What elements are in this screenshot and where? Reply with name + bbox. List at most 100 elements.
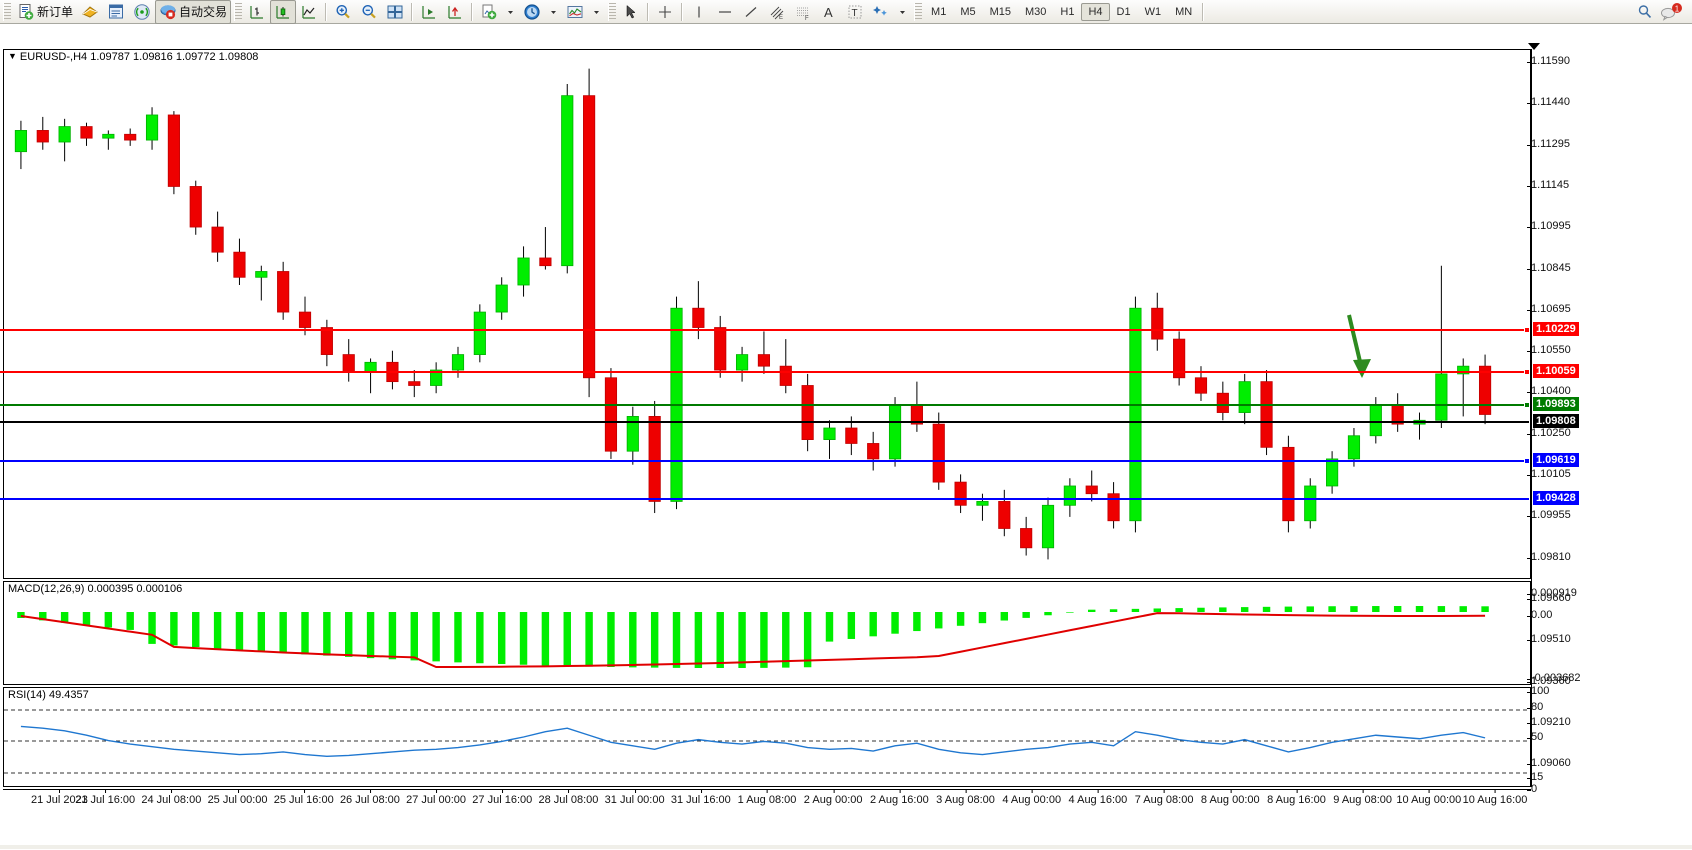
toolbar-separator-2	[411, 3, 413, 21]
shapes-button[interactable]	[868, 0, 894, 24]
price-tick: 1.09210	[1531, 716, 1571, 728]
chevron-down-icon	[506, 3, 515, 21]
entry-level-line[interactable]	[0, 404, 1529, 406]
macd-tick: 0.00	[1531, 609, 1552, 621]
timeframe-w1[interactable]: W1	[1138, 3, 1169, 21]
time-label: 2 Aug 00:00	[804, 794, 863, 806]
timeframe-m1[interactable]: M1	[924, 3, 953, 21]
entry-level-tag[interactable]: 1.09893	[1533, 397, 1579, 411]
notifications-icon[interactable]: 1	[1660, 3, 1684, 21]
chart-title: EURUSD-,H4 1.09787 1.09816 1.09772 1.098…	[20, 51, 259, 63]
crosshair-button[interactable]	[652, 0, 678, 24]
price-tick: 1.10105	[1531, 468, 1571, 480]
toolbar-grip-3[interactable]	[608, 3, 616, 21]
time-label: 9 Aug 08:00	[1333, 794, 1392, 806]
resistance-2-handle[interactable]	[1524, 327, 1530, 333]
price-tick: 1.10550	[1531, 344, 1571, 356]
trendline-button[interactable]	[738, 0, 764, 24]
rsi-tick: 80	[1531, 701, 1543, 713]
resistance-2-tag[interactable]: 1.10229	[1533, 322, 1579, 336]
equidistant-channel-button[interactable]: E	[764, 0, 790, 24]
auto-trading-button[interactable]: 自动交易	[155, 0, 231, 24]
rsi-pane[interactable]: RSI(14) 49.4357	[3, 687, 1531, 787]
timeframe-m15[interactable]: M15	[983, 3, 1018, 21]
period-dropdown[interactable]	[545, 0, 562, 24]
cursor-icon	[622, 3, 640, 21]
time-label: 26 Jul 08:00	[340, 794, 400, 806]
cursor-button[interactable]	[618, 0, 644, 24]
line-chart-button[interactable]	[296, 0, 322, 24]
resistance-1-tag[interactable]: 1.10059	[1533, 364, 1579, 378]
zoom-out-button[interactable]	[356, 0, 382, 24]
candlestick-chart-button[interactable]	[270, 0, 296, 24]
search-icon[interactable]	[1636, 3, 1654, 21]
support-2-tag[interactable]: 1.09428	[1533, 491, 1579, 505]
support-2-line[interactable]	[0, 498, 1529, 500]
line-chart-icon	[300, 3, 318, 21]
rsi-tick: 0	[1531, 783, 1537, 795]
toolbar-grip-4[interactable]	[914, 3, 922, 21]
support-1-line[interactable]	[0, 460, 1529, 462]
timeframe-m30[interactable]: M30	[1018, 3, 1053, 21]
indicators-icon	[566, 3, 584, 21]
zoom-out-icon	[360, 3, 378, 21]
current-price-line[interactable]	[0, 421, 1529, 423]
text-label-button[interactable]: T	[842, 0, 868, 24]
fibonacci-button[interactable]: F	[790, 0, 816, 24]
vertical-line-icon	[690, 3, 708, 21]
auto-scroll-button[interactable]	[442, 0, 468, 24]
resistance-1-line[interactable]	[0, 371, 1529, 373]
new-order-icon	[17, 3, 35, 21]
time-label: 8 Aug 00:00	[1201, 794, 1260, 806]
chevron-down-icon	[549, 3, 558, 21]
vertical-line-button[interactable]	[686, 0, 712, 24]
price-tick: 1.11440	[1531, 96, 1570, 108]
fibonacci-icon: F	[794, 3, 812, 21]
resistance-1-handle[interactable]	[1524, 369, 1530, 375]
chart-shift-button[interactable]	[416, 0, 442, 24]
support-1-tag[interactable]: 1.09619	[1533, 453, 1579, 467]
text-button[interactable]: A	[816, 0, 842, 24]
timeframe-h1[interactable]: H1	[1053, 3, 1081, 21]
indicators-dropdown[interactable]	[588, 0, 605, 24]
expert-advisor-button[interactable]	[77, 0, 103, 24]
chart-collapse-icon[interactable]: ▼	[8, 51, 17, 61]
resistance-2-line[interactable]	[0, 329, 1529, 331]
new-chart-dropdown[interactable]	[502, 0, 519, 24]
entry-level-handle[interactable]	[1524, 402, 1530, 408]
chart-area[interactable]: ▼EURUSD-,H4 1.09787 1.09816 1.09772 1.09…	[0, 24, 1692, 849]
zoom-in-icon	[334, 3, 352, 21]
price-tick: 1.11295	[1531, 138, 1570, 150]
macd-pane[interactable]: MACD(12,26,9) 0.000395 0.000106	[3, 581, 1531, 685]
timeframe-m5[interactable]: M5	[953, 3, 982, 21]
indicators-button[interactable]	[562, 0, 588, 24]
new-chart-button[interactable]	[476, 0, 502, 24]
time-label: 27 Jul 00:00	[406, 794, 466, 806]
current-price-tag[interactable]: 1.09808	[1533, 414, 1579, 428]
timeframe-h4[interactable]: H4	[1081, 3, 1109, 21]
toolbar-grip-2[interactable]	[234, 3, 242, 21]
chevron-down-icon	[592, 3, 601, 21]
new-order-button[interactable]: 新订单	[13, 0, 77, 24]
shapes-dropdown[interactable]	[894, 0, 911, 24]
support-1-handle[interactable]	[1524, 458, 1530, 464]
horizontal-line-button[interactable]	[712, 0, 738, 24]
timeframe-d1[interactable]: D1	[1110, 3, 1138, 21]
trendline-icon	[742, 3, 760, 21]
data-window-button[interactable]	[103, 0, 129, 24]
period-button[interactable]	[519, 0, 545, 24]
period-icon	[523, 3, 541, 21]
timeframe-mn[interactable]: MN	[1168, 3, 1199, 21]
bar-chart-button[interactable]	[244, 0, 270, 24]
signals-button[interactable]	[129, 0, 155, 24]
price-tick: 1.10995	[1531, 220, 1571, 232]
toolbar-grip[interactable]	[3, 3, 11, 21]
rsi-tick: 15	[1531, 771, 1543, 783]
svg-text:T: T	[852, 8, 858, 19]
zoom-in-button[interactable]	[330, 0, 356, 24]
rsi-tick: 100	[1531, 685, 1549, 697]
auto-scroll-icon	[446, 3, 464, 21]
tile-windows-button[interactable]	[382, 0, 408, 24]
equidistant-channel-icon: E	[768, 3, 786, 21]
